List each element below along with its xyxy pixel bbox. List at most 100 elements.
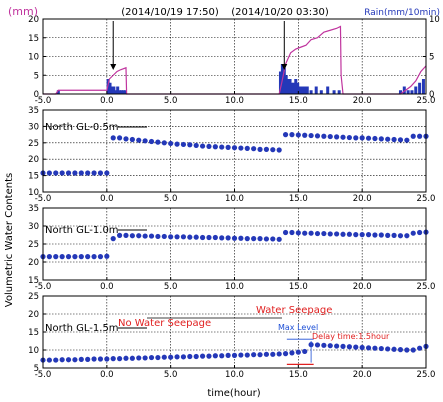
gl15-x-tick-label: 15.0 xyxy=(289,370,308,380)
gl15-data-point xyxy=(340,343,346,349)
gl05-data-point xyxy=(282,132,289,138)
gl05-data-point xyxy=(110,135,116,141)
gl05-data-point xyxy=(155,139,161,145)
rain-bar xyxy=(309,90,313,94)
rain-bar xyxy=(110,86,114,94)
gl15-x-tick-label: -5.0 xyxy=(35,370,52,380)
gl10-data-point xyxy=(53,254,59,260)
rain-bar xyxy=(414,86,418,94)
rain-bar xyxy=(121,90,125,94)
gl15-data-point xyxy=(187,353,193,360)
gl15-data-point xyxy=(321,342,327,348)
gl05-data-point xyxy=(257,146,263,152)
rain-x-tick-label: 15.0 xyxy=(289,96,308,106)
gl15-data-point xyxy=(314,342,321,348)
gl05-x-tick-label: 0.0 xyxy=(100,194,114,204)
gl15-data-point xyxy=(327,343,333,349)
gl15-data-point xyxy=(129,355,135,361)
gl10-data-point xyxy=(212,234,218,241)
rain-x-tick-label: 0.0 xyxy=(100,96,114,106)
gl05-data-point xyxy=(180,141,187,148)
gl05-data-point xyxy=(302,132,308,138)
gl05-x-tick-label: 25.0 xyxy=(417,194,436,204)
gl10-data-point xyxy=(282,229,289,236)
gl10-data-point xyxy=(97,254,104,260)
gl10-data-point xyxy=(385,232,391,238)
rain-bar xyxy=(418,82,422,94)
gl15-data-point xyxy=(123,355,129,361)
rain-bar xyxy=(300,86,304,94)
gl05-data-point xyxy=(129,136,135,143)
gl05-data-point xyxy=(238,145,244,151)
gl05-data-point xyxy=(372,135,378,142)
gl10-panel-label: North GL-1.0m xyxy=(45,225,119,236)
gl10-y-tick-label: 20 xyxy=(28,258,39,268)
gl15-data-point xyxy=(353,344,359,350)
gl05-panel-label: North GL-0.5m xyxy=(45,122,119,133)
gl15-data-point xyxy=(168,354,174,360)
gl05-data-point xyxy=(263,146,270,152)
gl05-data-point xyxy=(276,147,282,153)
gl05-data-point xyxy=(289,132,295,138)
gl15-data-point xyxy=(346,344,352,350)
data-layer xyxy=(40,21,429,365)
rain-bar xyxy=(398,90,402,94)
rain-y-tick-label: 15 xyxy=(28,34,39,44)
gl10-data-point xyxy=(123,232,129,238)
gl10-data-point xyxy=(180,234,187,240)
gl10-data-point xyxy=(270,236,276,242)
gl05-data-point xyxy=(417,133,423,139)
gl05-y-tick-label: 10 xyxy=(28,188,39,198)
rain-bar xyxy=(282,67,286,94)
gl10-data-point xyxy=(46,254,52,260)
gl10-data-point xyxy=(59,254,65,260)
gl15-data-point xyxy=(276,351,282,357)
gl15-data-point xyxy=(257,352,263,358)
gl10-data-point xyxy=(251,236,257,242)
rain-bar xyxy=(296,82,300,94)
gl10-x-tick-label: 5.0 xyxy=(164,282,178,292)
rain-x-tick-label: 25.0 xyxy=(417,96,436,106)
rain-bar xyxy=(406,90,410,94)
delay-time-label: Delay time:1.5hour xyxy=(312,332,390,341)
gl15-data-point xyxy=(142,355,148,361)
gl15-data-point xyxy=(238,352,244,358)
gl05-data-point xyxy=(314,133,321,139)
gl15-x-tick-label: 5.0 xyxy=(164,370,178,380)
grid-layer xyxy=(43,19,426,368)
gl05-data-point xyxy=(244,145,250,151)
gl15-data-point xyxy=(359,344,365,351)
rain-y-tick-label: 0 xyxy=(34,90,39,100)
gl10-data-point xyxy=(78,254,84,260)
rain-bar xyxy=(337,90,341,94)
x-axis-label: time(hour) xyxy=(207,388,260,399)
gl05-x-tick-label: -5.0 xyxy=(35,194,52,204)
rain-bar xyxy=(298,86,302,94)
rain-right-axis-label: Rain(mm/10min) xyxy=(364,8,440,18)
gl05-data-point xyxy=(404,137,410,143)
rain-y-tick-label: 5 xyxy=(34,71,39,81)
gl05-y-tick-label: 35 xyxy=(28,106,39,116)
gl10-x-tick-label: 25.0 xyxy=(417,282,436,292)
gl15-data-point xyxy=(104,356,110,362)
rain-y-tick-label: 20 xyxy=(28,15,39,25)
gl10-data-point xyxy=(404,233,410,239)
gl15-data-point xyxy=(244,352,250,358)
gl10-data-point xyxy=(302,230,308,236)
gl10-y-tick-label: 30 xyxy=(28,222,39,232)
rain-bar xyxy=(286,79,290,94)
gl10-data-point xyxy=(142,233,148,239)
gl05-data-point xyxy=(346,134,352,141)
gl10-data-point xyxy=(417,229,423,236)
gl10-data-point xyxy=(410,230,416,236)
gl15-data-point xyxy=(155,354,161,361)
rain-bar xyxy=(116,86,120,94)
gl10-data-point xyxy=(397,233,404,239)
gl10-data-point xyxy=(308,230,314,236)
gl05-data-point xyxy=(295,132,301,138)
gl10-data-point xyxy=(206,234,212,241)
gl15-data-point xyxy=(289,350,295,356)
gl10-data-point xyxy=(155,233,161,240)
gl05-data-point xyxy=(78,170,84,176)
gl05-data-point xyxy=(391,136,397,143)
